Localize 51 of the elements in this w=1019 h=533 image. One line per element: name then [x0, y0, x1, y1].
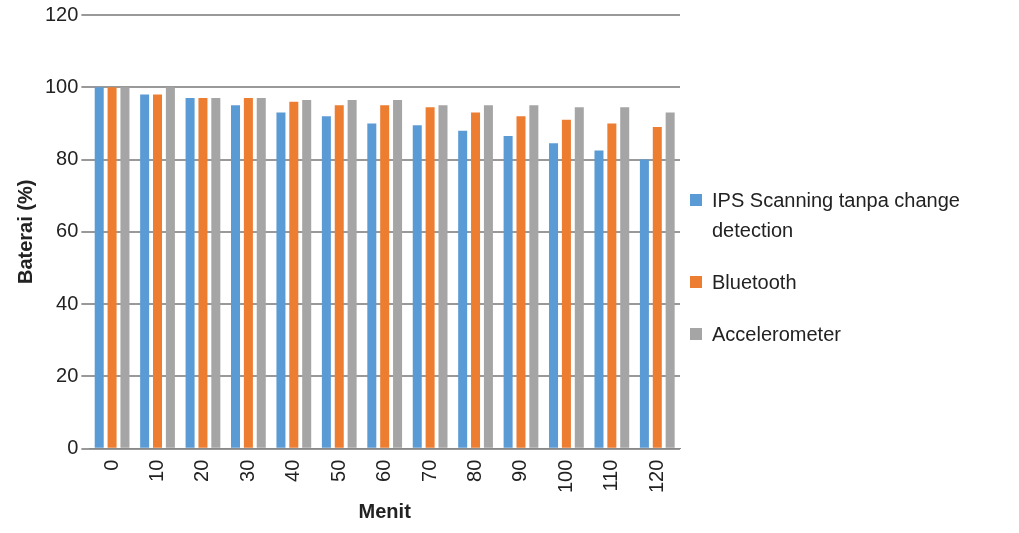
bar — [652, 127, 662, 448]
y-tick-label: 60 — [56, 219, 79, 242]
x-tick-label: 80 — [463, 459, 486, 482]
bar — [185, 98, 195, 448]
bar — [607, 123, 617, 448]
bar — [243, 98, 253, 448]
bar — [425, 107, 435, 448]
bar — [503, 136, 513, 448]
bar — [412, 125, 422, 448]
y-tick-label: 80 — [56, 147, 79, 170]
bar — [380, 105, 390, 448]
y-tick-label: 100 — [44, 74, 79, 97]
bar — [107, 87, 117, 448]
x-tick-label: 90 — [508, 459, 531, 482]
x-tick-label: 40 — [281, 459, 304, 482]
x-tick-label: 100 — [553, 459, 576, 494]
x-tick-label: 70 — [417, 459, 440, 482]
y-tick-label: 40 — [56, 291, 79, 314]
y-axis-title: Baterai (%) — [13, 179, 36, 285]
bar — [198, 98, 208, 448]
bar — [561, 119, 571, 448]
bar — [639, 159, 649, 448]
x-tick-label: 20 — [190, 459, 213, 482]
bar — [140, 94, 150, 448]
legend-label: Bluetooth — [712, 269, 797, 295]
x-tick-label: 60 — [372, 459, 395, 482]
x-tick-label: 0 — [99, 459, 122, 471]
x-tick-label: 10 — [145, 459, 168, 482]
y-tick-label: 0 — [67, 436, 79, 459]
bar — [289, 101, 299, 448]
bar — [231, 105, 241, 448]
x-tick-label: 110 — [599, 459, 622, 492]
bar — [153, 94, 163, 448]
bar — [94, 87, 104, 448]
bar — [367, 123, 377, 448]
bar — [471, 112, 481, 448]
bar — [276, 112, 286, 448]
bar — [321, 116, 331, 448]
x-axis-title: Menit — [358, 499, 412, 522]
bar — [458, 130, 468, 448]
x-tick-label: 30 — [235, 459, 258, 482]
legend-label: Accelerometer — [712, 321, 841, 347]
y-tick-label: 120 — [44, 2, 79, 25]
y-tick-label: 20 — [56, 363, 79, 386]
x-tick-label: 50 — [326, 459, 349, 482]
bar — [334, 105, 344, 448]
legend-label: IPS Scanning tanpa change detection — [712, 187, 961, 243]
bar — [516, 116, 526, 448]
bar — [594, 150, 604, 448]
x-tick-label: 120 — [644, 459, 667, 494]
bar — [549, 143, 559, 448]
